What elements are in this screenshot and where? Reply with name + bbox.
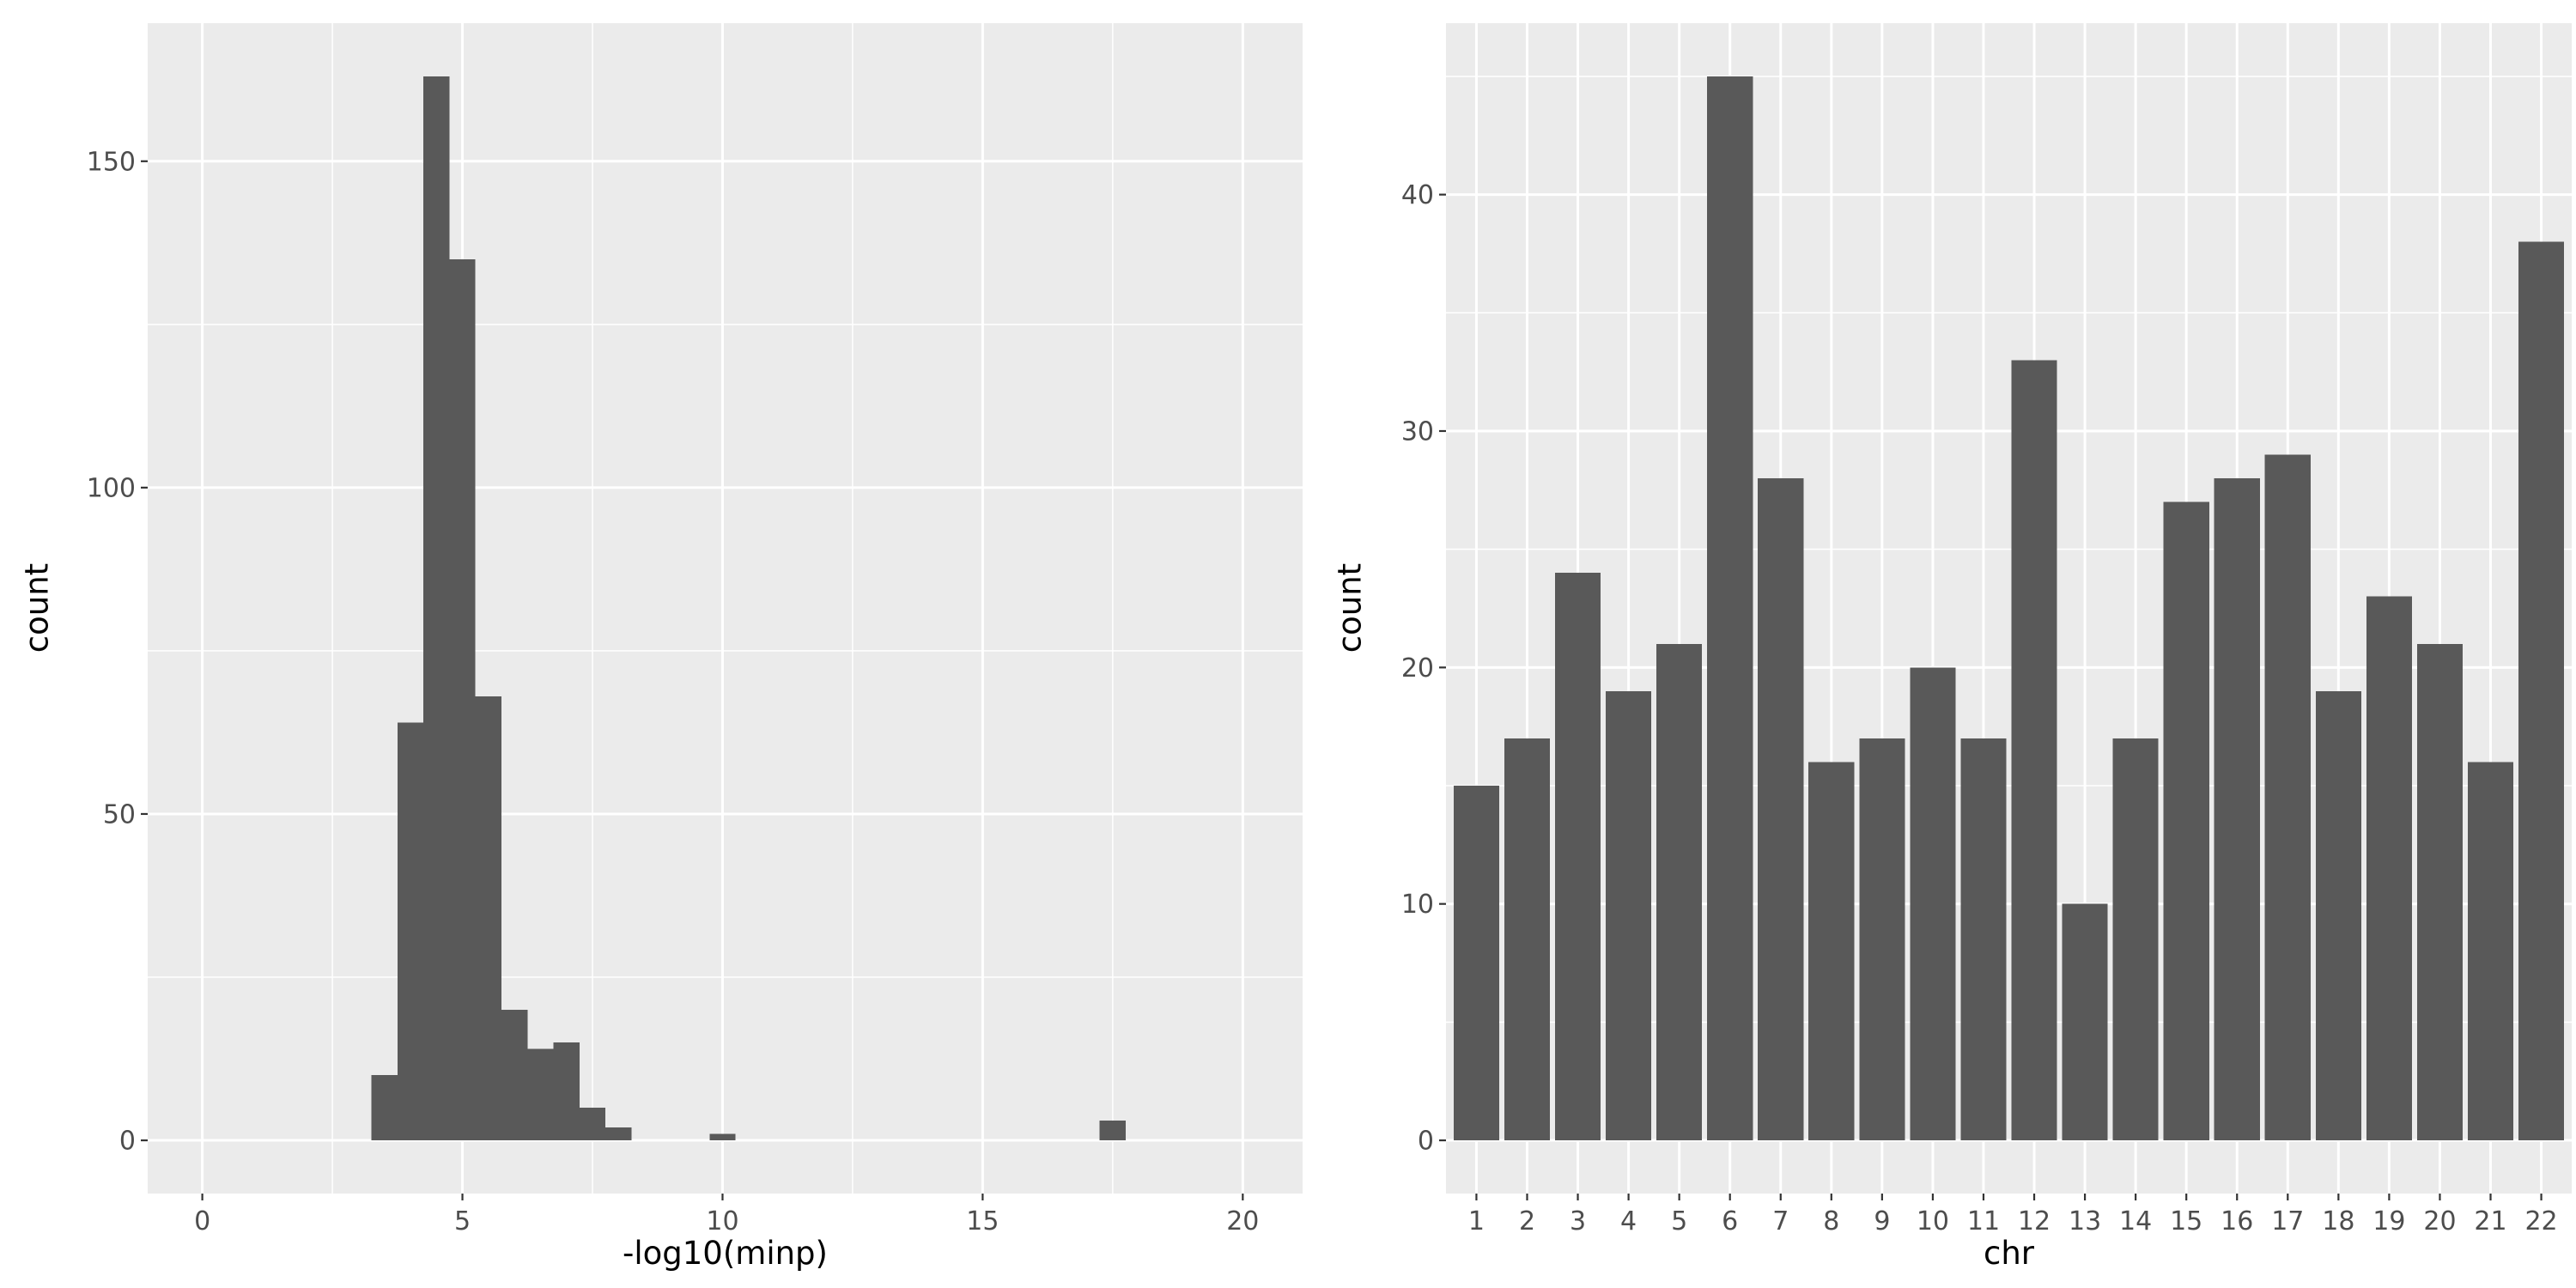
svg-text:3: 3: [1570, 1206, 1586, 1236]
svg-text:21: 21: [2474, 1206, 2506, 1236]
svg-text:6: 6: [1722, 1206, 1738, 1236]
svg-text:16: 16: [2221, 1206, 2253, 1236]
svg-text:10: 10: [706, 1206, 738, 1236]
svg-text:17: 17: [2271, 1206, 2304, 1236]
svg-text:2: 2: [1519, 1206, 1535, 1236]
svg-text:4: 4: [1620, 1206, 1637, 1236]
y-axis-tick-labels: 0 50 100 150: [87, 147, 136, 1156]
svg-text:9: 9: [1874, 1206, 1890, 1236]
svg-text:14: 14: [2119, 1206, 2152, 1236]
x-axis-title-chr: chr: [1983, 1235, 2034, 1272]
plot-panel: [148, 23, 1303, 1194]
x-axis-title-minp: -log10(minp): [623, 1235, 828, 1272]
svg-text:0: 0: [119, 1127, 136, 1157]
svg-text:22: 22: [2524, 1206, 2557, 1236]
histogram-minp-figure: 0 5 10 15 20 0 50 100 150 -log10(minp) count: [18, 23, 1303, 1272]
svg-text:18: 18: [2322, 1206, 2354, 1236]
histogram-minp-plot: 0 5 10 15 20 0 50 100 150: [87, 23, 1303, 1236]
svg-text:12: 12: [2018, 1206, 2050, 1236]
x-axis-tick-labels: 0 5 10 15 20: [194, 1206, 1259, 1236]
svg-text:13: 13: [2069, 1206, 2101, 1236]
bars: [1453, 76, 2565, 1141]
svg-text:0: 0: [1418, 1127, 1434, 1157]
bars: [371, 76, 1127, 1141]
x-axis-tick-labels: 1 2 3 4 5 6 7 8 9 10 11 12 13 14 15 16 17 18 19 20 21 22: [1468, 1206, 2558, 1236]
svg-text:15: 15: [2170, 1206, 2202, 1236]
barchart-chr-plot: 1 2 3 4 5 6 7 8 9 10 11 12 13 14 15 16 17 18 19 20 21 2201020…: [1401, 23, 2572, 1236]
barchart-chr-figure: 1 2 3 4 5 6 7 8 9 10 11 12 13 14 15 16 17 18 19 20 21 22 0 10 20…: [1322, 0, 2576, 1288]
svg-text:100: 100: [87, 473, 136, 503]
svg-text:19: 19: [2372, 1206, 2405, 1236]
svg-text:11: 11: [1967, 1206, 2000, 1236]
svg-text:5: 5: [454, 1206, 471, 1236]
svg-text:0: 0: [194, 1206, 210, 1236]
axis-tick-marks: [141, 160, 1244, 1200]
svg-text:30: 30: [1401, 416, 1434, 447]
svg-text:20: 20: [1401, 653, 1434, 683]
svg-text:7: 7: [1772, 1206, 1789, 1236]
svg-text:8: 8: [1823, 1206, 1839, 1236]
svg-text:15: 15: [966, 1206, 999, 1236]
svg-text:20: 20: [2423, 1206, 2456, 1236]
svg-text:5: 5: [1671, 1206, 1687, 1236]
y-axis-tick-labels: 0 10 20 30 40: [1401, 180, 1434, 1156]
svg-text:40: 40: [1401, 180, 1434, 210]
y-axis-title-count-left: count: [18, 562, 56, 653]
y-axis-title-count-right: count: [1331, 562, 1369, 653]
grid-minor: [148, 23, 1303, 1194]
svg-text:10: 10: [1401, 890, 1434, 920]
svg-text:50: 50: [103, 799, 136, 829]
svg-text:1: 1: [1468, 1206, 1485, 1236]
svg-text:150: 150: [87, 147, 136, 177]
svg-text:20: 20: [1226, 1206, 1259, 1236]
svg-text:10: 10: [1917, 1206, 1949, 1236]
axis-tick-marks: [1439, 193, 2543, 1200]
